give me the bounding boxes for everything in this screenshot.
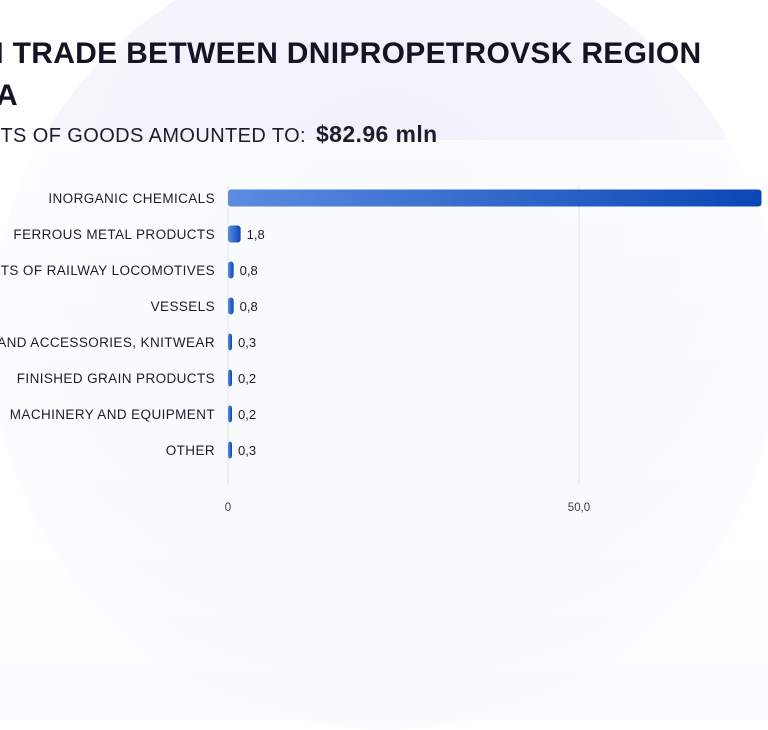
bar	[228, 297, 234, 315]
category-label: INORGANIC CHEMICALS	[48, 191, 215, 206]
title-line-1: N TRADE BETWEEN DNIPROPETROVSK REGION	[0, 37, 702, 70]
bar	[228, 189, 762, 207]
data-label: 0,8	[240, 263, 258, 278]
x-tick-label: 0	[225, 502, 231, 514]
chart-subtitle: ORTS OF GOODS AMOUNTED TO: $82.96 mln	[0, 120, 438, 150]
labels: 0 50,0 INORGANIC CHEMICALS FERROUS METAL PR…	[0, 191, 590, 514]
category-label: AND ACCESSORIES, KNITWEAR	[0, 335, 215, 350]
category-label: OTHER	[166, 443, 215, 458]
title-line-2: A	[0, 79, 18, 112]
bar	[228, 261, 234, 279]
bar	[228, 225, 241, 243]
subtitle-amount: $82.96 mln	[315, 121, 438, 147]
category-label: FERROUS METAL PRODUCTS	[13, 227, 215, 242]
data-label: 0,8	[240, 299, 258, 314]
data-label: 0,3	[238, 335, 256, 350]
x-tick-label: 50,0	[568, 502, 590, 514]
subtitle-text: ORTS OF GOODS AMOUNTED TO:	[0, 125, 306, 147]
bars	[228, 189, 762, 459]
gridlines	[227, 185, 580, 485]
data-label: 0,2	[238, 407, 256, 422]
bar	[228, 369, 232, 387]
bar	[228, 441, 232, 459]
data-label: 1,8	[247, 227, 265, 242]
data-label: 0,2	[238, 371, 256, 386]
data-label: 0,3	[238, 443, 256, 458]
bar	[228, 405, 232, 423]
bar	[228, 333, 232, 351]
category-label: MACHINERY AND EQUIPMENT	[10, 407, 215, 422]
chart-title: N TRADE BETWEEN DNIPROPETROVSK REGION A	[0, 36, 768, 116]
category-label: VESSELS	[151, 299, 215, 314]
category-label: FINISHED GRAIN PRODUCTS	[17, 371, 215, 386]
background-fade	[0, 140, 768, 720]
category-label: TS OF RAILWAY LOCOMOTIVES	[1, 263, 215, 278]
